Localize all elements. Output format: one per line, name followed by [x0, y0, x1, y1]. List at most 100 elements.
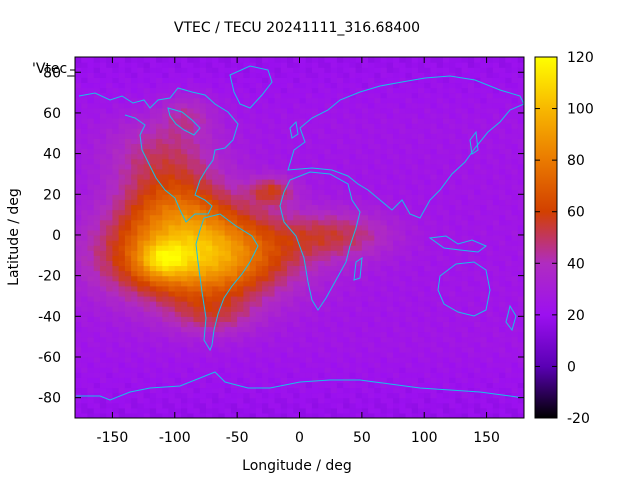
- heatmap-cell: [99, 97, 107, 104]
- heatmap-cell: [330, 245, 338, 251]
- heatmap-cell: [293, 102, 301, 109]
- heatmap-cell: [268, 194, 276, 200]
- heatmap-cell: [417, 189, 425, 195]
- heatmap-cell: [349, 168, 357, 175]
- heatmap-cell: [75, 123, 82, 129]
- heatmap-cell: [162, 62, 170, 68]
- heatmap-cell: [75, 382, 82, 389]
- heatmap-cell: [336, 336, 344, 343]
- heatmap-cell: [461, 351, 469, 358]
- heatmap-cell: [336, 189, 344, 195]
- heatmap-cell: [118, 204, 126, 211]
- heatmap-cell: [299, 351, 307, 358]
- heatmap-cell: [168, 245, 176, 251]
- heatmap-cell: [330, 311, 338, 317]
- heatmap-cell: [149, 260, 157, 267]
- heatmap-cell: [212, 224, 220, 231]
- heatmap-cell: [355, 209, 363, 216]
- heatmap-cell: [280, 87, 288, 94]
- heatmap-cell: [436, 280, 444, 287]
- heatmap-cell: [374, 138, 382, 145]
- heatmap-cell: [193, 184, 201, 190]
- heatmap-cell: [336, 387, 344, 394]
- heatmap-cell: [212, 153, 220, 160]
- heatmap-cell: [499, 301, 506, 307]
- heatmap-cell: [87, 407, 95, 414]
- heatmap-cell: [449, 280, 457, 287]
- heatmap-cell: [81, 326, 89, 333]
- heatmap-cell: [143, 92, 151, 99]
- heatmap-cell: [274, 204, 282, 211]
- heatmap-cell: [212, 387, 220, 394]
- heatmap-cell: [218, 316, 226, 322]
- heatmap-cell: [274, 240, 282, 246]
- heatmap-cell: [262, 209, 269, 216]
- heatmap-cell: [386, 326, 394, 333]
- heatmap-cell: [330, 306, 338, 312]
- heatmap-cell: [187, 57, 195, 63]
- heatmap-cell: [455, 412, 463, 418]
- heatmap-cell: [162, 57, 170, 63]
- heatmap-cell: [205, 397, 213, 404]
- heatmap-cell: [118, 189, 126, 195]
- heatmap-cell: [499, 412, 506, 418]
- heatmap-cell: [399, 402, 407, 409]
- heatmap-cell: [168, 260, 176, 267]
- heatmap-cell: [205, 382, 213, 389]
- heatmap-cell: [268, 163, 276, 170]
- heatmap-cell: [75, 143, 82, 150]
- heatmap-cell: [461, 240, 469, 246]
- heatmap-cell: [87, 153, 95, 160]
- heatmap-cell: [305, 77, 313, 84]
- heatmap-cell: [499, 184, 506, 190]
- heatmap-cell: [212, 214, 220, 221]
- heatmap-cell: [262, 306, 269, 312]
- heatmap-cell: [505, 204, 513, 211]
- heatmap-cell: [199, 133, 207, 139]
- heatmap-cell: [492, 392, 500, 399]
- heatmap-cell: [156, 316, 163, 322]
- heatmap-cell: [118, 72, 126, 78]
- heatmap-cell: [424, 326, 432, 333]
- heatmap-cell: [262, 72, 269, 78]
- heatmap-cell: [505, 362, 513, 368]
- heatmap-cell: [205, 240, 213, 246]
- heatmap-cell: [355, 184, 363, 190]
- heatmap-cell: [75, 412, 82, 418]
- heatmap-cell: [193, 285, 201, 292]
- heatmap-cell: [324, 362, 332, 368]
- heatmap-cell: [268, 402, 276, 409]
- heatmap-cell: [181, 143, 188, 150]
- heatmap-cell: [318, 97, 326, 104]
- heatmap-cell: [442, 133, 450, 139]
- heatmap-cell: [143, 372, 151, 378]
- heatmap-cell: [218, 387, 226, 394]
- heatmap-cell: [218, 184, 226, 190]
- heatmap-cell: [249, 240, 257, 246]
- heatmap-cell: [436, 397, 444, 404]
- heatmap-cell: [467, 234, 475, 241]
- heatmap-cell: [118, 153, 126, 160]
- heatmap-cell: [218, 173, 226, 180]
- heatmap-cell: [499, 382, 506, 389]
- heatmap-cell: [81, 301, 89, 307]
- heatmap-cell: [75, 153, 82, 160]
- heatmap-cell: [449, 346, 457, 353]
- heatmap-cell: [411, 382, 419, 389]
- heatmap-cell: [243, 224, 251, 231]
- heatmap-cell: [311, 250, 319, 256]
- heatmap-cell: [430, 301, 438, 307]
- heatmap-cell: [480, 102, 488, 109]
- heatmap-cell: [224, 168, 232, 175]
- heatmap-cell: [280, 397, 288, 404]
- heatmap-cell: [374, 321, 382, 328]
- heatmap-cell: [237, 189, 244, 195]
- heatmap-cell: [118, 341, 126, 348]
- heatmap-cell: [405, 128, 413, 134]
- heatmap-cell: [199, 67, 207, 73]
- heatmap-cell: [480, 199, 488, 206]
- heatmap-cell: [212, 163, 220, 170]
- heatmap-cell: [486, 229, 494, 236]
- heatmap-cell: [168, 377, 176, 383]
- heatmap-cell: [436, 245, 444, 251]
